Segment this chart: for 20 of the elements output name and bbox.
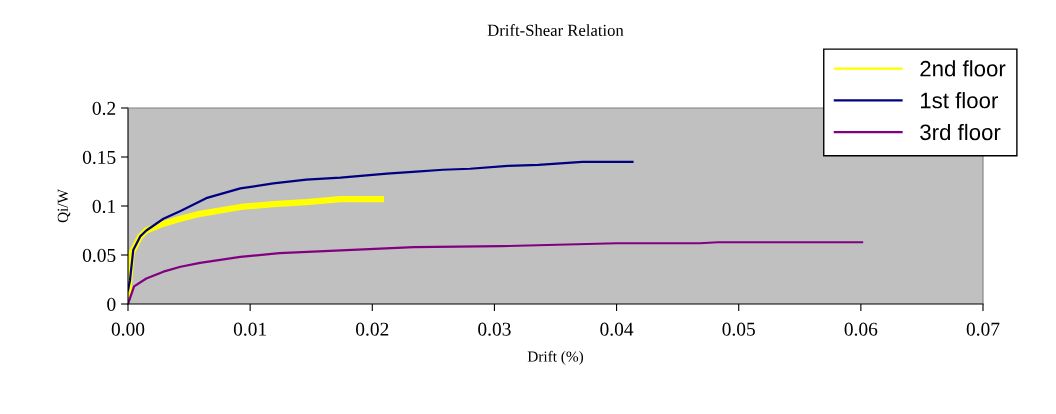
y-axis-title: Qi/W — [57, 189, 71, 223]
x-tick-label: 0.07 — [966, 322, 1000, 336]
x-tick-label: 0.06 — [844, 322, 878, 336]
y-tick-label: 0.1 — [92, 199, 116, 214]
x-tick-label: 0.05 — [722, 322, 755, 336]
x-tick-label: 0.01 — [233, 322, 266, 336]
legend-label: 2nd floor — [920, 60, 1006, 77]
x-tick-label: 0.04 — [600, 322, 634, 336]
x-tick-label: 0.00 — [111, 322, 145, 336]
x-axis-title: Drift (%) — [527, 350, 584, 365]
y-tick-label: 0 — [107, 297, 116, 311]
legend-label: 3rd floor — [920, 123, 1001, 141]
y-tick-label: 0.2 — [92, 101, 116, 116]
line-series — [128, 241, 864, 304]
legend-label: 1st floor — [921, 92, 998, 109]
y-tick-label: 0.05 — [82, 248, 116, 263]
y-tick-label: 0.15 — [82, 150, 116, 165]
chart-title: Drift-Shear Relation — [487, 24, 624, 36]
x-tick-label: 0.03 — [478, 322, 511, 336]
x-tick-label: 0.02 — [356, 322, 389, 336]
